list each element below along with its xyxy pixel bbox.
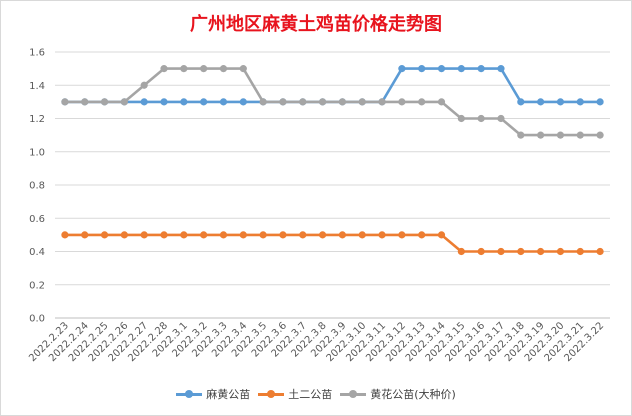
y-tick-label: 0.6 <box>29 214 45 225</box>
data-point <box>497 247 505 256</box>
data-point <box>517 247 525 256</box>
data-point <box>239 65 247 73</box>
data-point <box>497 65 505 73</box>
data-point <box>418 231 426 239</box>
data-point <box>517 98 525 106</box>
data-point <box>259 98 267 106</box>
legend-entry: 黄花公苗(大种价) <box>340 386 456 402</box>
data-point <box>457 114 465 123</box>
data-point <box>576 131 584 139</box>
data-point <box>537 247 545 256</box>
data-point <box>299 98 307 106</box>
data-point <box>318 98 327 106</box>
data-point <box>200 98 208 106</box>
data-point <box>200 231 208 239</box>
data-point <box>318 231 327 239</box>
data-point <box>556 247 565 256</box>
y-tick-label: 1.4 <box>29 81 45 92</box>
series-line <box>64 233 601 253</box>
data-point <box>378 98 386 106</box>
data-point <box>239 98 247 106</box>
data-point <box>180 65 188 73</box>
y-tick-label: 0.4 <box>29 247 45 258</box>
data-point <box>81 98 89 106</box>
data-point <box>497 114 505 123</box>
data-point <box>537 98 545 106</box>
data-point <box>398 231 406 239</box>
data-point <box>556 131 565 139</box>
data-point <box>279 231 287 239</box>
data-point <box>239 231 247 239</box>
data-point <box>160 98 168 106</box>
data-point <box>596 98 604 106</box>
y-tick-label: 0.2 <box>29 280 45 291</box>
data-point <box>477 247 485 256</box>
data-point <box>140 98 148 106</box>
data-point <box>358 98 366 106</box>
data-point <box>596 131 604 139</box>
data-point <box>338 231 347 239</box>
y-tick-label: 0.8 <box>29 181 45 192</box>
data-point <box>596 247 604 256</box>
data-point <box>180 98 188 106</box>
data-point <box>279 98 287 106</box>
data-point <box>100 98 109 106</box>
data-point <box>219 231 228 239</box>
data-point <box>61 231 69 239</box>
legend-label: 黄花公苗(大种价) <box>370 388 456 401</box>
data-point <box>81 231 89 239</box>
chart-legend: 麻黄公苗 土二公苗 黄花公苗(大种价) <box>0 386 632 402</box>
data-point <box>180 231 188 239</box>
data-point <box>219 98 228 106</box>
data-point <box>398 65 406 73</box>
data-point <box>200 65 208 73</box>
series-line <box>64 67 601 137</box>
data-point <box>398 98 406 106</box>
data-point <box>299 231 307 239</box>
data-point <box>437 98 446 106</box>
data-point <box>100 231 109 239</box>
legend-swatch <box>176 389 203 399</box>
data-point <box>61 98 69 106</box>
data-point <box>219 65 228 73</box>
legend-label: 土二公苗 <box>288 388 333 401</box>
data-point <box>358 231 366 239</box>
data-point <box>437 231 446 239</box>
data-point <box>140 231 148 239</box>
data-point <box>517 131 525 139</box>
data-point <box>477 114 485 123</box>
data-point <box>576 247 584 256</box>
legend-swatch <box>258 389 285 399</box>
data-point <box>259 231 267 239</box>
data-point <box>120 231 128 239</box>
data-point <box>576 98 584 106</box>
data-point <box>140 81 148 89</box>
legend-entry: 麻黄公苗 <box>176 386 250 402</box>
y-tick-label: 1.2 <box>29 114 45 125</box>
data-point <box>556 98 565 106</box>
data-point <box>418 98 426 106</box>
data-point <box>338 98 347 106</box>
y-tick-label: 1.0 <box>29 147 45 158</box>
data-point <box>457 65 465 73</box>
data-point <box>160 231 168 239</box>
data-point <box>437 65 446 73</box>
data-point <box>457 247 465 256</box>
y-tick-label: 0.0 <box>29 314 45 325</box>
data-point <box>537 131 545 139</box>
data-point <box>418 65 426 73</box>
chart-title: 广州地区麻黄土鸡苗价格走势图 <box>190 14 442 35</box>
data-point <box>120 98 128 106</box>
legend-swatch <box>340 389 367 399</box>
data-point <box>378 231 386 239</box>
legend-label: 麻黄公苗 <box>206 388 251 401</box>
data-point <box>160 65 168 73</box>
data-point <box>477 65 485 73</box>
legend-entry: 土二公苗 <box>258 386 332 402</box>
y-tick-label: 1.6 <box>29 48 45 59</box>
